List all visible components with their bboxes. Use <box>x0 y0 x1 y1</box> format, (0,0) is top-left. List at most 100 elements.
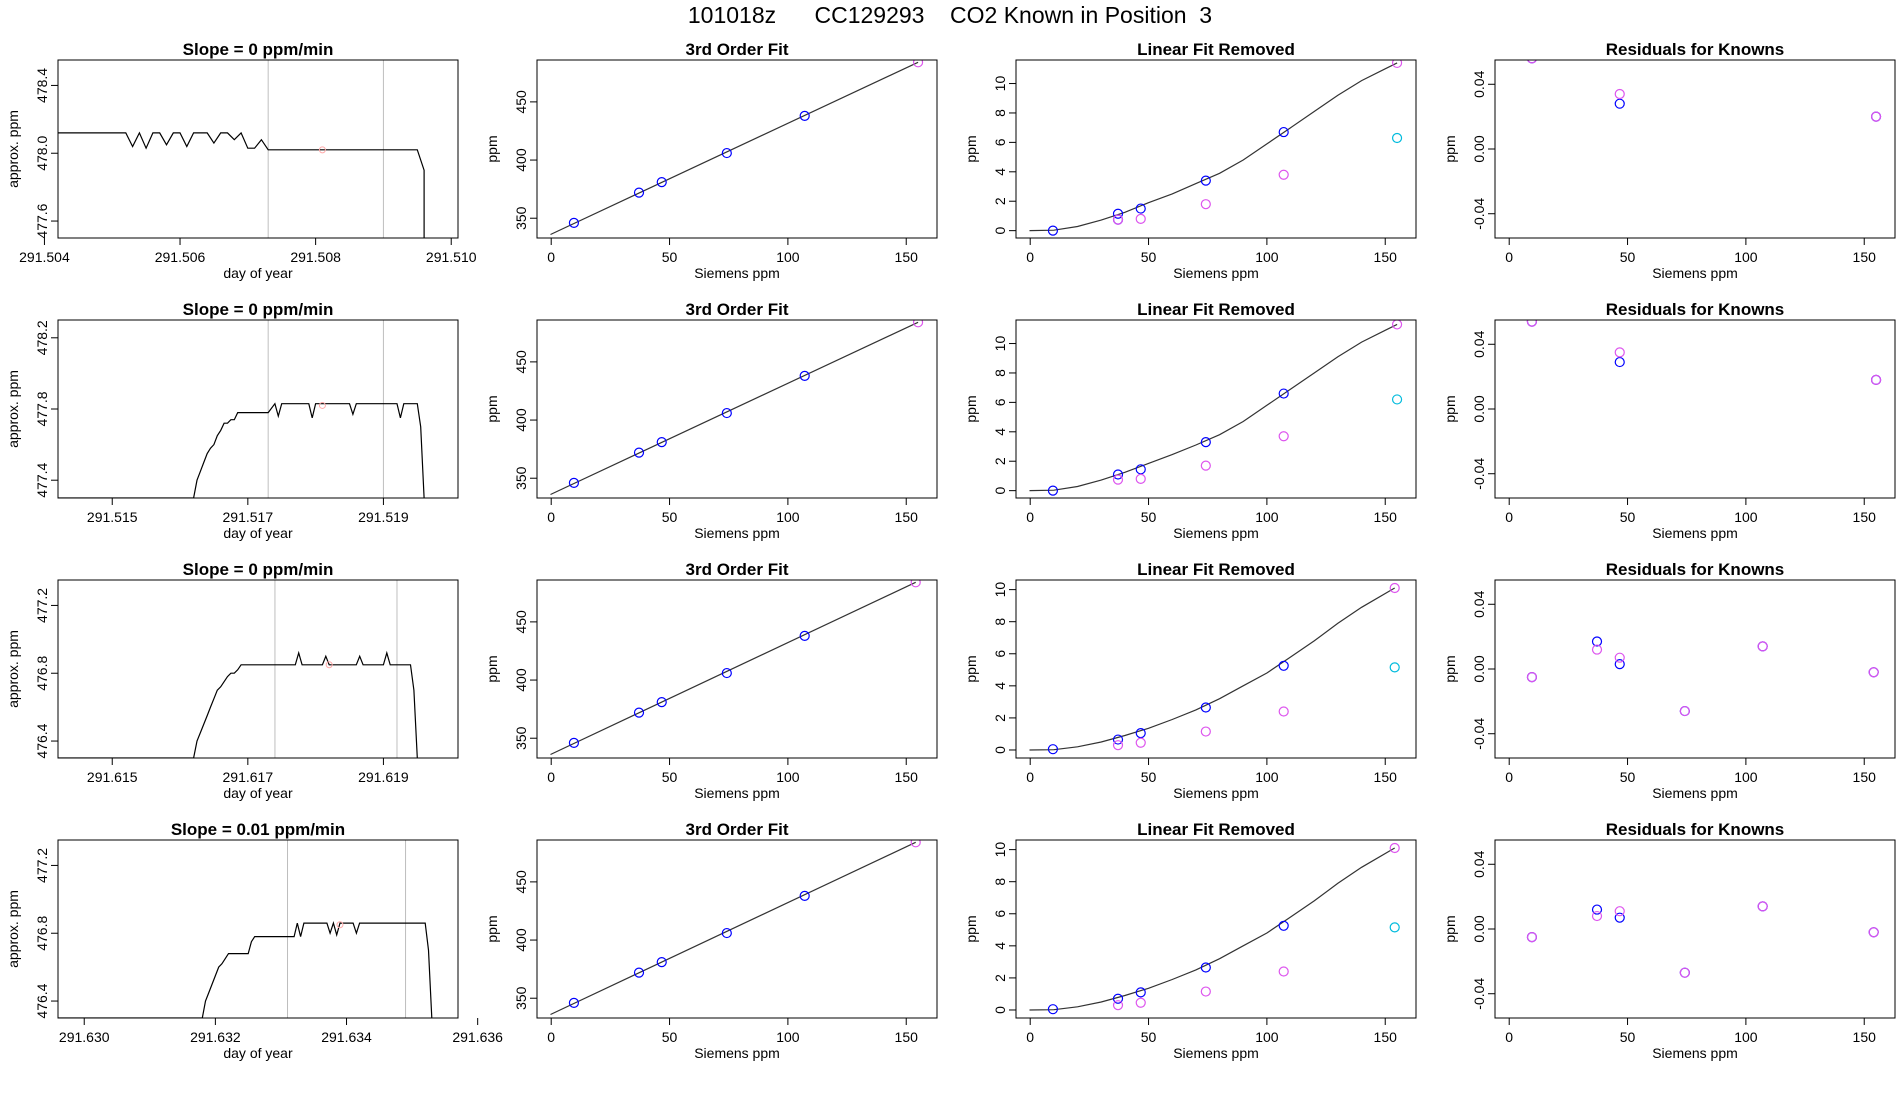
fit-line <box>550 61 919 236</box>
data-point <box>1135 213 1146 224</box>
data-point <box>1135 737 1146 748</box>
data-point <box>1135 997 1146 1008</box>
panel-r2-c2: 3rd Order Fit 0 50 100 150 350 400 450 Siemens p… <box>484 300 938 541</box>
panel-title: Residuals for Knowns <box>1606 820 1785 839</box>
x-tick-label: 0 <box>1026 249 1034 265</box>
x-axis-label: Siemens ppm <box>1173 265 1259 281</box>
x-tick-label: 50 <box>662 509 678 525</box>
y-tick-label: 350 <box>513 726 529 750</box>
x-tick-label: 50 <box>1620 769 1636 785</box>
y-tick-label: 400 <box>513 148 529 172</box>
x-tick-label: 0 <box>547 769 555 785</box>
data-point <box>568 477 580 488</box>
x-tick-label: 150 <box>1374 249 1398 265</box>
data-point <box>1112 474 1124 485</box>
y-tick-label: 0.04 <box>1471 590 1487 617</box>
x-tick-label: 291.517 <box>223 509 274 525</box>
data-point <box>1391 394 1403 405</box>
x-tick-label: 100 <box>1734 769 1758 785</box>
data-point <box>1526 931 1538 943</box>
x-tick-label: 50 <box>1141 769 1157 785</box>
data-point <box>1112 469 1124 480</box>
y-tick-label: 476.4 <box>34 983 50 1018</box>
x-tick-label: 0 <box>547 1029 555 1045</box>
y-tick-label: 2 <box>992 457 1008 465</box>
y-tick-label: 0 <box>992 1006 1008 1014</box>
x-axis-label: Siemens ppm <box>1173 1045 1259 1061</box>
data-point <box>1527 60 1537 64</box>
data-point <box>1389 842 1400 854</box>
y-tick-label: 2 <box>992 714 1008 722</box>
data-point <box>1135 987 1146 998</box>
data-point <box>1591 910 1603 922</box>
plot-frame <box>1015 579 1417 759</box>
x-tick-label: 50 <box>1141 249 1157 265</box>
data-point <box>1391 320 1403 330</box>
y-tick-label: 4 <box>992 682 1008 690</box>
data-point <box>1047 225 1059 236</box>
y-tick-label: 10 <box>992 76 1008 92</box>
y-tick-label: 6 <box>992 138 1008 146</box>
panel-title: Linear Fit Removed <box>1137 300 1295 319</box>
data-point <box>1278 660 1289 671</box>
x-axis-label: Siemens ppm <box>1173 785 1259 801</box>
y-tick-label: 0.00 <box>1471 655 1487 682</box>
panel-title: Residuals for Knowns <box>1606 40 1785 59</box>
y-tick-label: 8 <box>992 109 1008 117</box>
y-axis-label: ppm <box>484 395 500 422</box>
x-tick-label: 291.632 <box>190 1029 241 1045</box>
y-tick-label: -0.04 <box>1471 198 1487 230</box>
data-point <box>1614 906 1625 917</box>
fit-curve <box>1029 323 1398 492</box>
y-tick-label: 2 <box>992 974 1008 982</box>
x-tick-label: 291.510 <box>426 249 477 265</box>
x-tick-label: 100 <box>776 769 800 785</box>
y-tick-label: 10 <box>992 582 1008 598</box>
y-tick-label: 476.4 <box>34 723 50 758</box>
x-tick-label: 100 <box>1734 249 1758 265</box>
y-tick-label: 450 <box>513 870 529 894</box>
y-tick-label: 477.4 <box>34 462 50 497</box>
x-tick-label: 0 <box>547 249 555 265</box>
x-axis-label: Siemens ppm <box>694 785 780 801</box>
data-point <box>1200 962 1211 973</box>
panel-r4-c2: 3rd Order Fit 0 50 100 150 350 400 450 Siemens p… <box>484 820 938 1061</box>
y-tick-label: 0 <box>992 746 1008 754</box>
data-point <box>1278 126 1289 138</box>
x-axis-label: Siemens ppm <box>694 265 780 281</box>
data-point <box>1391 132 1403 144</box>
x-tick-label: 0 <box>1505 769 1513 785</box>
panel-title: Linear Fit Removed <box>1137 820 1295 839</box>
y-tick-label: 2 <box>992 197 1008 205</box>
y-axis-label: ppm <box>963 395 979 422</box>
data-point <box>1047 744 1059 755</box>
y-tick-label: 10 <box>992 336 1008 352</box>
y-tick-label: 350 <box>513 466 529 490</box>
x-tick-label: 100 <box>776 249 800 265</box>
x-axis-label: day of year <box>223 265 293 281</box>
x-axis-label: day of year <box>223 785 293 801</box>
y-tick-label: -0.04 <box>1471 718 1487 750</box>
panel-r1-c3: Linear Fit Removed 0 50 100 150 0 2 4 6 8 10 Siemen… <box>963 40 1417 281</box>
data-point <box>1047 485 1059 496</box>
data-point <box>1870 111 1882 122</box>
x-tick-label: 150 <box>895 769 919 785</box>
y-axis-label: ppm <box>963 135 979 162</box>
x-tick-label: 150 <box>1853 769 1877 785</box>
x-tick-label: 0 <box>1026 509 1034 525</box>
y-tick-label: -0.04 <box>1471 978 1487 1010</box>
mean-marker <box>318 146 326 154</box>
data-point <box>1200 199 1211 210</box>
data-point <box>568 997 580 1008</box>
mean-marker <box>318 401 326 409</box>
plot-frame <box>1494 319 1896 499</box>
y-tick-label: 0 <box>992 487 1008 495</box>
x-tick-label: 291.615 <box>87 769 138 785</box>
data-point <box>1200 726 1211 737</box>
panel-r4-c4: Residuals for Knowns 0 50 100 150 -0.04 0.00 0.… <box>1442 820 1896 1061</box>
data-point <box>1614 356 1625 368</box>
y-tick-label: 6 <box>992 910 1008 918</box>
x-tick-label: 100 <box>1255 1029 1279 1045</box>
y-tick-label: 0 <box>992 227 1008 235</box>
y-axis-label: ppm <box>484 135 500 162</box>
